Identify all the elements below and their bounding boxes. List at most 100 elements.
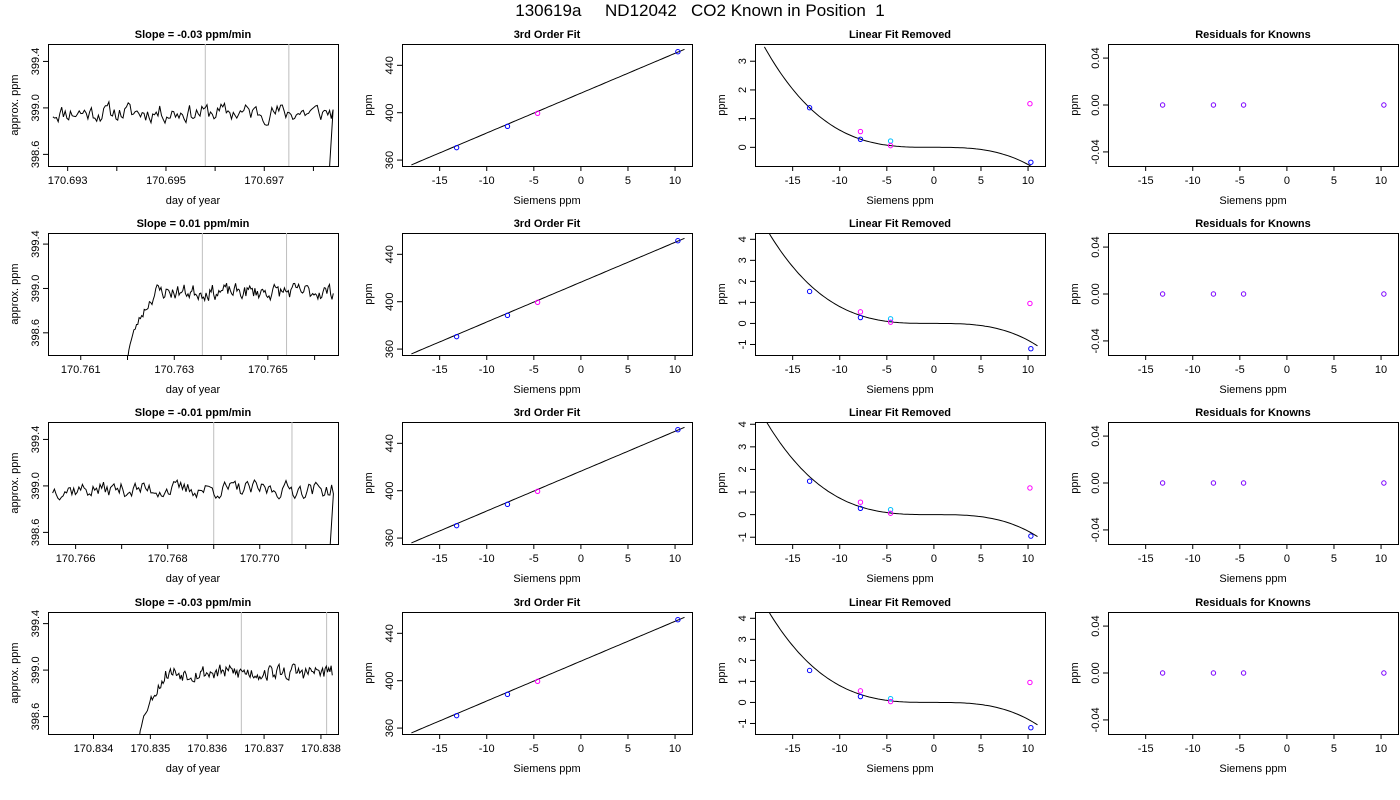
plot-frame [1108,422,1399,545]
y-tick-label: 399.0 [30,472,42,500]
x-tick-label: 10 [669,553,681,565]
y-tick-label: 399.0 [30,94,42,122]
x-tick-label: -5 [1235,743,1245,755]
x-tick-label: -10 [1185,743,1201,755]
x-tick-label: -15 [785,364,801,376]
data-point [806,105,813,111]
fit-curve [411,426,685,544]
x-tick-label: 170.838 [301,743,341,755]
panel-r1c2: 3rd Order Fit -15 -10 -5 0 5 10 360 400 440 Siemen… [363,29,693,207]
plot-area [763,46,1034,166]
y-tick-label: 440 [384,245,396,263]
y-tick-label: 0 [737,699,749,705]
data-point [1027,101,1033,107]
x-tick-label: 10 [669,364,681,376]
x-tick-label: 10 [1022,175,1034,187]
data-point [1159,670,1166,676]
data-point [1381,480,1387,486]
panel-r2c1: Slope = 0.01 ppm/min 170.761 170.763 170.76… [9,218,339,396]
plot-frame [1108,612,1399,735]
data-point [1381,102,1387,108]
y-tick-label: 1 [737,116,749,122]
x-tick-label: -5 [882,743,892,755]
plot-area [139,612,333,734]
data-point [1028,159,1034,165]
y-tick-label: 1 [737,299,749,305]
x-axis-label: day of year [166,195,221,207]
data-point [675,616,681,623]
y-axis-label: ppm [363,472,375,493]
data-point [1159,102,1166,108]
x-tick-label: 5 [1331,743,1337,755]
data-point [534,299,541,305]
plot-frame [755,612,1046,735]
panel-title: Residuals for Knowns [1195,407,1311,419]
panel-title: Linear Fit Removed [849,407,951,419]
y-tick-label: 399.0 [30,656,42,684]
x-tick-label: -15 [432,743,448,755]
y-tick-label: -1 [737,532,749,542]
x-tick-label: -5 [882,175,892,187]
panel-title: Linear Fit Removed [849,29,951,41]
panel-r2c4: Residuals for Knowns -15 -10 -5 0 5 10 -0.04 0.0… [1069,218,1399,396]
panel-r3c1: Slope = -0.01 ppm/min 170.766 170.768 170.7… [9,407,339,585]
y-axis-label: approx. ppm [9,452,21,513]
data-point [504,691,511,698]
data-point [453,333,460,340]
x-tick-label: 5 [1331,364,1337,376]
panel-title: 3rd Order Fit [514,218,581,230]
data-point [1027,300,1033,307]
x-tick-label: 0 [578,743,584,755]
plot-frame [402,422,693,545]
y-tick-label: 399.4 [30,426,42,454]
plot-area [768,612,1038,731]
fit-curve [411,616,685,734]
y-tick-label: 3 [737,444,749,450]
y-tick-label: 0 [737,512,749,518]
y-tick-label: 440 [384,56,396,74]
x-tick-label: -10 [479,364,495,376]
x-tick-label: 5 [978,743,984,755]
y-tick-label: 0 [737,320,749,326]
x-tick-label: -5 [529,553,539,565]
data-point [1240,291,1247,297]
x-tick-label: 5 [978,553,984,565]
x-tick-label: 0 [1284,553,1290,565]
x-axis-label: Siemens ppm [1219,573,1286,585]
x-tick-label: -5 [1235,175,1245,187]
data-point [1028,724,1034,731]
data-point [1027,679,1033,686]
panel-title: 3rd Order Fit [514,29,581,41]
data-point [806,667,813,674]
y-axis-label: ppm [716,94,728,115]
fit-curve [411,237,685,355]
data-point [534,110,541,116]
data-point [887,510,894,516]
y-axis-label: ppm [1069,662,1081,683]
x-tick-label: 10 [1022,364,1034,376]
x-tick-label: -15 [1138,743,1154,755]
x-tick-label: -15 [1138,364,1154,376]
y-tick-label: 1 [737,489,749,495]
y-tick-label: -0.04 [1090,328,1102,353]
x-axis-label: day of year [166,384,221,396]
x-tick-label: -10 [479,553,495,565]
x-tick-label: 0 [578,175,584,187]
y-tick-label: -0.04 [1090,707,1102,732]
x-tick-label: -5 [529,364,539,376]
x-tick-label: -10 [1185,553,1201,565]
panel-title: Residuals for Knowns [1195,29,1311,41]
y-tick-label: 399.4 [30,48,42,76]
x-tick-label: 5 [1331,175,1337,187]
panel-title: 3rd Order Fit [514,407,581,419]
data-point [1381,291,1387,297]
panel-r4c1: Slope = -0.03 ppm/min 170.834 170.835 170.8… [9,597,341,775]
x-tick-label: 5 [978,175,984,187]
x-tick-label: -10 [1185,364,1201,376]
y-tick-label: 3 [737,257,749,263]
panel-r1c1: Slope = -0.03 ppm/min 170.693 170.695 170.6… [9,29,339,207]
series-line [52,99,334,166]
plot-area [411,237,685,355]
